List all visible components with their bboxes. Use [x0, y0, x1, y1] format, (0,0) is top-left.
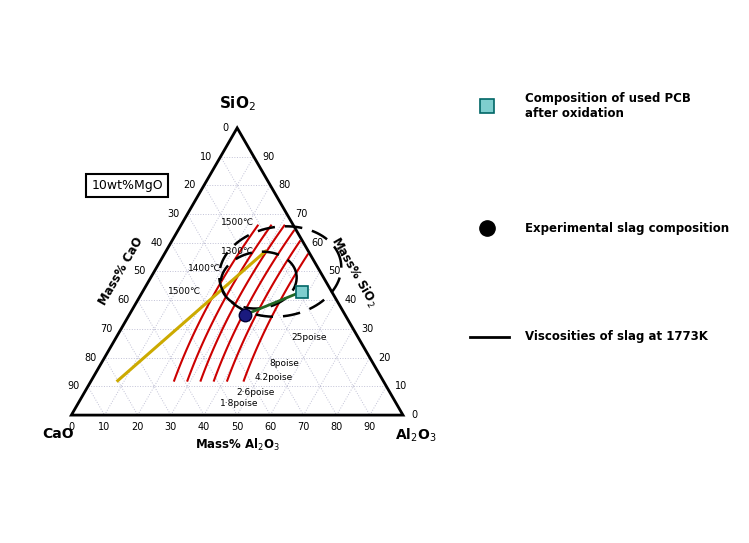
Text: Mass% SiO$_2$: Mass% SiO$_2$	[327, 233, 380, 310]
Text: 4.2poise: 4.2poise	[255, 373, 293, 382]
Text: 0: 0	[411, 410, 417, 420]
Text: 40: 40	[151, 238, 163, 248]
Text: Viscosities of slag at 1773K: Viscosities of slag at 1773K	[525, 330, 709, 343]
Text: 30: 30	[362, 324, 374, 334]
Text: Mass% Al$_2$O$_3$: Mass% Al$_2$O$_3$	[195, 437, 279, 453]
Text: 10: 10	[395, 381, 407, 392]
Text: 60: 60	[312, 238, 324, 248]
Text: 10: 10	[98, 422, 111, 432]
Text: 1500℃: 1500℃	[168, 287, 201, 296]
Text: 90: 90	[262, 151, 274, 162]
Text: 8poise: 8poise	[270, 359, 300, 368]
Text: 25poise: 25poise	[291, 333, 327, 342]
Text: 70: 70	[100, 324, 113, 334]
Text: 1300℃: 1300℃	[221, 247, 254, 256]
Text: 10wt%MgO: 10wt%MgO	[91, 179, 163, 192]
Text: 40: 40	[198, 422, 210, 432]
Text: 50: 50	[231, 422, 243, 432]
Text: 40: 40	[345, 295, 357, 305]
Text: 1400℃: 1400℃	[187, 264, 221, 273]
Text: 70: 70	[297, 422, 309, 432]
Text: Composition of used PCB
after oxidation: Composition of used PCB after oxidation	[525, 92, 691, 121]
Text: 30: 30	[165, 422, 177, 432]
Text: 20: 20	[184, 180, 195, 191]
Text: Experimental slag composition: Experimental slag composition	[525, 222, 730, 235]
Text: 20: 20	[378, 352, 390, 363]
Text: 2·6poise: 2·6poise	[237, 388, 275, 396]
Text: 60: 60	[117, 295, 130, 305]
Text: 1500℃: 1500℃	[221, 218, 254, 227]
Text: 10: 10	[200, 151, 212, 162]
Text: 50: 50	[328, 267, 341, 276]
Text: 70: 70	[295, 209, 308, 219]
Text: 80: 80	[330, 422, 343, 432]
Text: 0: 0	[68, 422, 74, 432]
Text: 90: 90	[364, 422, 376, 432]
Text: 80: 80	[279, 180, 291, 191]
Text: CaO: CaO	[42, 427, 74, 441]
Text: 1·8poise: 1·8poise	[220, 399, 258, 408]
Text: 80: 80	[84, 352, 96, 363]
Text: 30: 30	[167, 209, 179, 219]
Text: SiO$_2$: SiO$_2$	[219, 94, 255, 113]
Text: 20: 20	[132, 422, 144, 432]
Text: 60: 60	[264, 422, 276, 432]
Text: Mass% CaO: Mass% CaO	[97, 235, 146, 308]
Text: Al$_2$O$_3$: Al$_2$O$_3$	[395, 427, 437, 444]
Text: 50: 50	[133, 267, 146, 276]
Text: 0: 0	[222, 123, 229, 133]
Text: 90: 90	[67, 381, 79, 392]
